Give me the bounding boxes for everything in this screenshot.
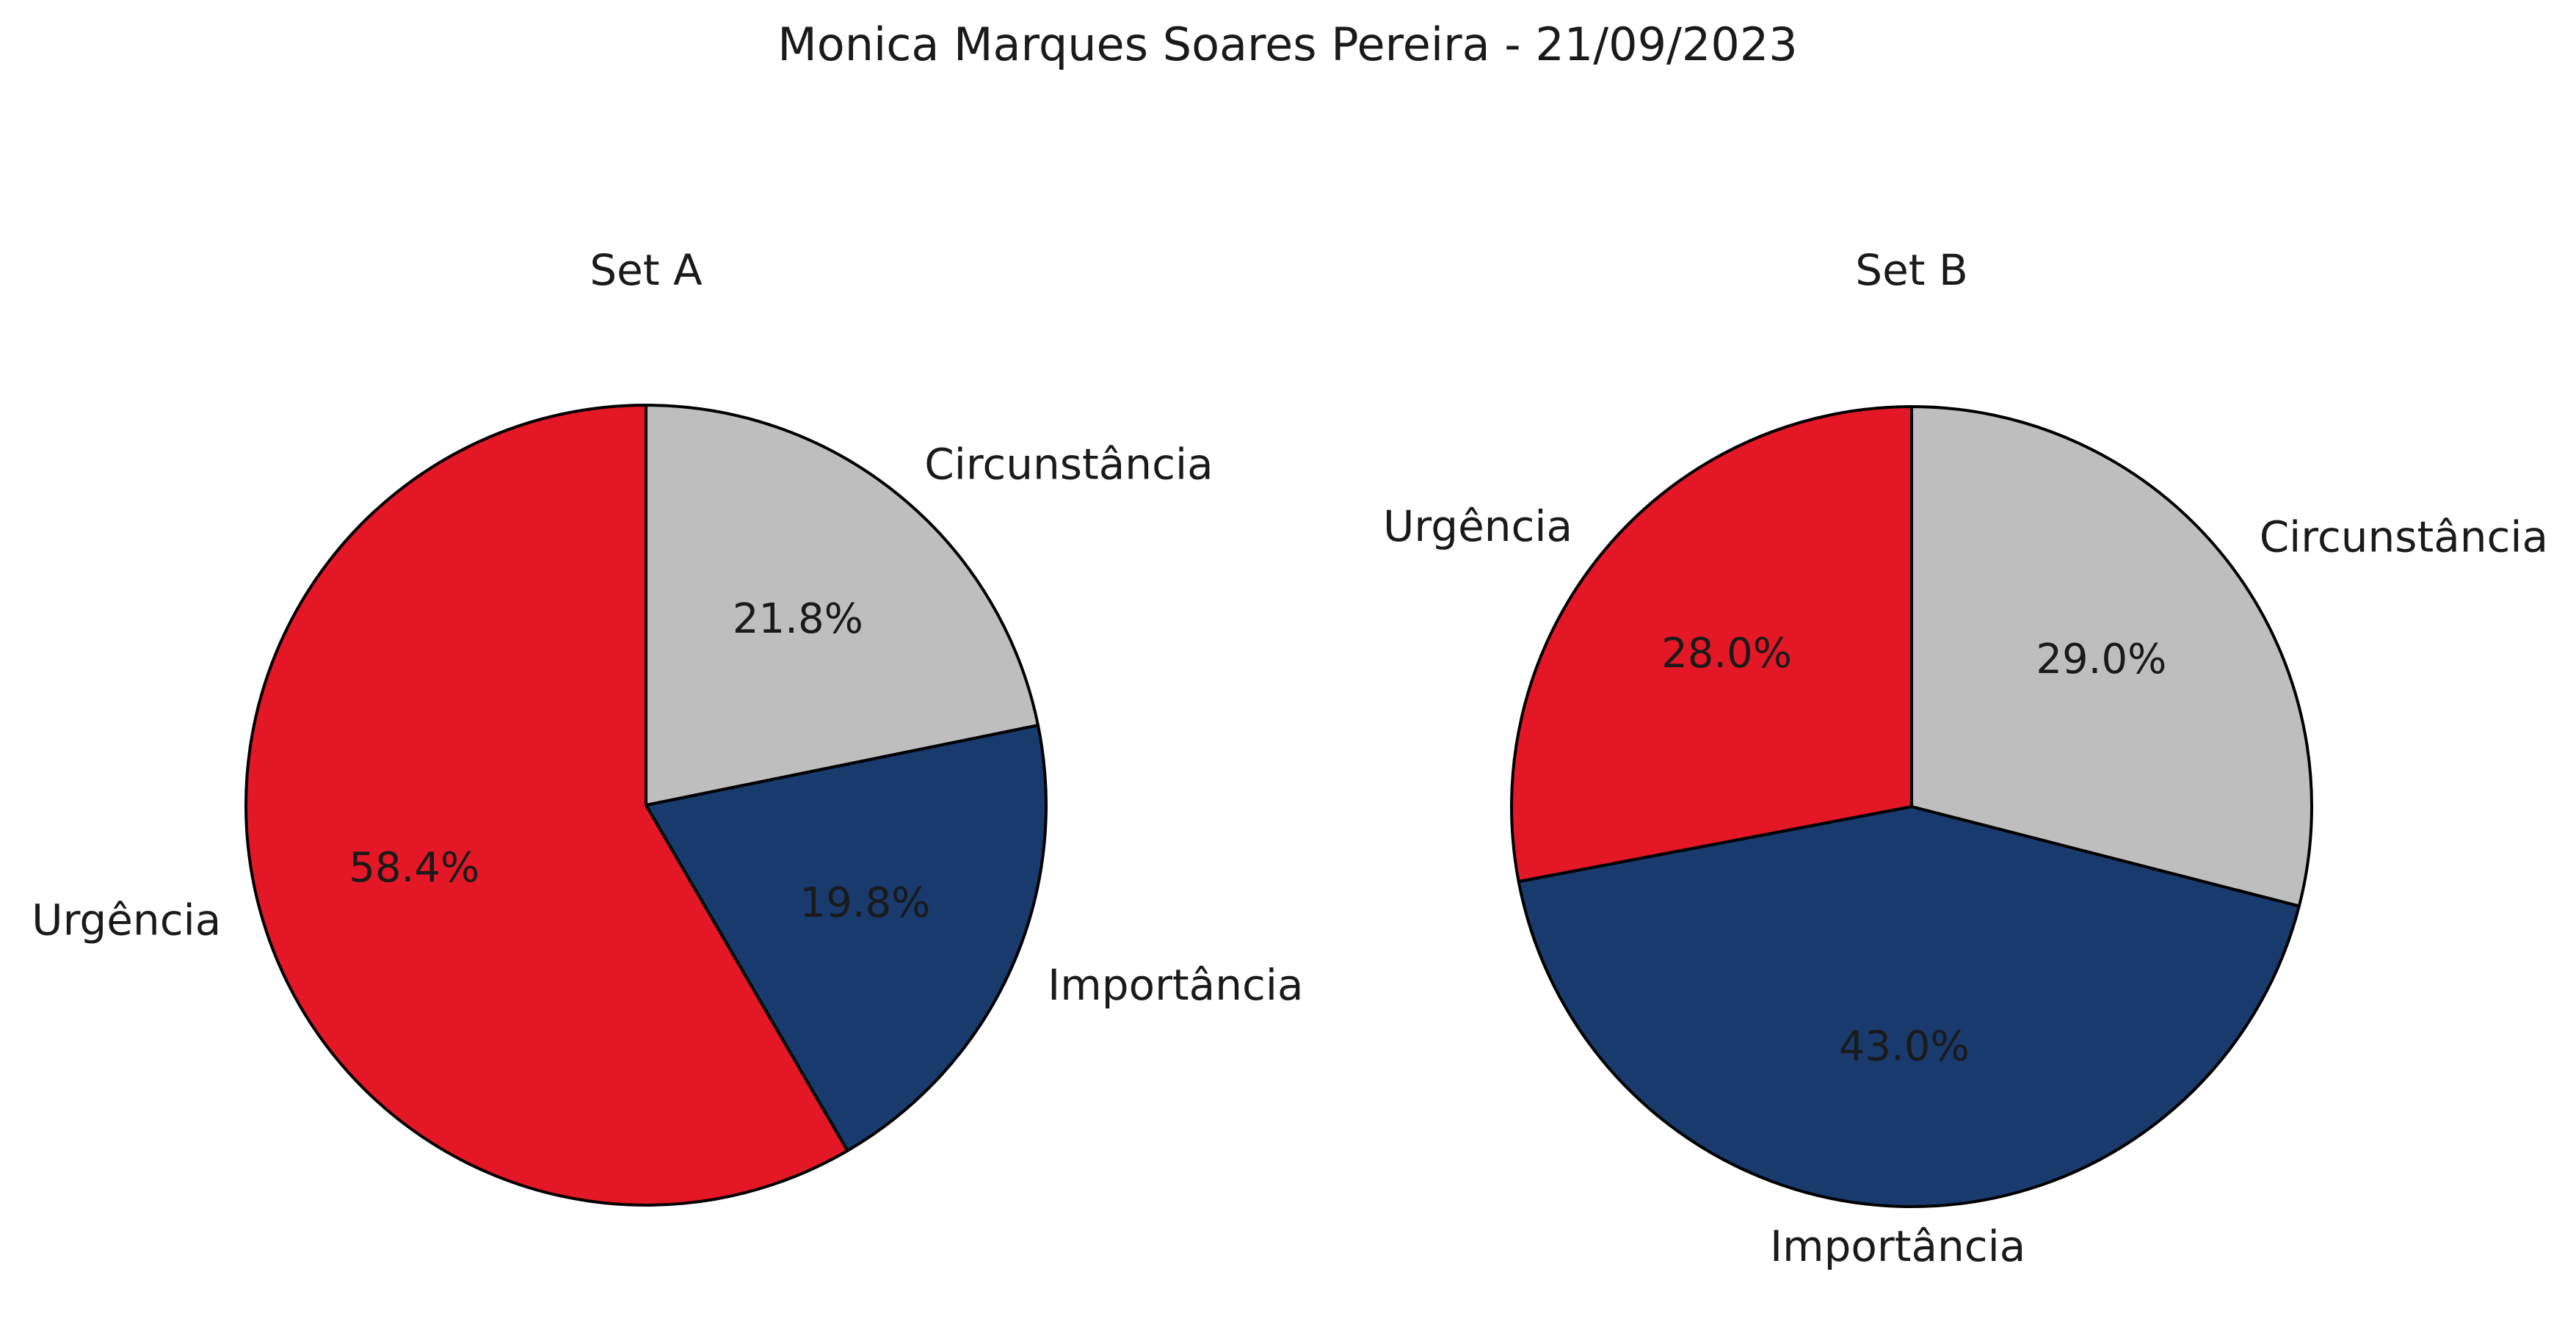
- slice-percent-urgencia: 28.0%: [1661, 630, 1792, 677]
- slice-percent-circunstancia: 29.0%: [2036, 636, 2166, 683]
- slice-label-circunstancia: Circunstância: [924, 440, 1213, 490]
- chart-title: Set A: [589, 245, 703, 295]
- slice-label-circunstancia: Circunstância: [2260, 512, 2548, 562]
- slice-percent-urgencia: 58.4%: [349, 844, 479, 892]
- slice-label-urgencia: Urgência: [32, 895, 221, 945]
- pie-slice-urgencia: [244, 404, 849, 1207]
- pie-chart-set-b: Set B Circunstância 29.0% Importância 43.0%…: [1383, 245, 2548, 1271]
- pie-slice-circunstancia: [645, 404, 1040, 807]
- pie-slice-urgencia: [1510, 405, 1913, 884]
- slice-percent-importancia: 19.8%: [799, 879, 930, 927]
- pie-slice-circunstancia: [1910, 405, 2313, 908]
- slice-label-importancia: Importância: [1770, 1221, 2025, 1271]
- slice-label-urgencia: Urgência: [1383, 501, 1572, 551]
- slice-label-importancia: Importância: [1048, 960, 1303, 1010]
- chart-title: Set B: [1855, 245, 1967, 295]
- figure-title: Monica Marques Soares Pereira - 21/09/20…: [777, 18, 1797, 71]
- pie-slice-importancia: [645, 724, 1048, 1152]
- slice-percent-importancia: 43.0%: [1839, 1022, 1970, 1070]
- slice-percent-circunstancia: 21.8%: [733, 595, 863, 643]
- pie-slice-importancia: [1517, 805, 2301, 1209]
- pie-chart-set-a: Set A Circunstância 21.8% Importância 19.8%…: [32, 245, 1304, 1207]
